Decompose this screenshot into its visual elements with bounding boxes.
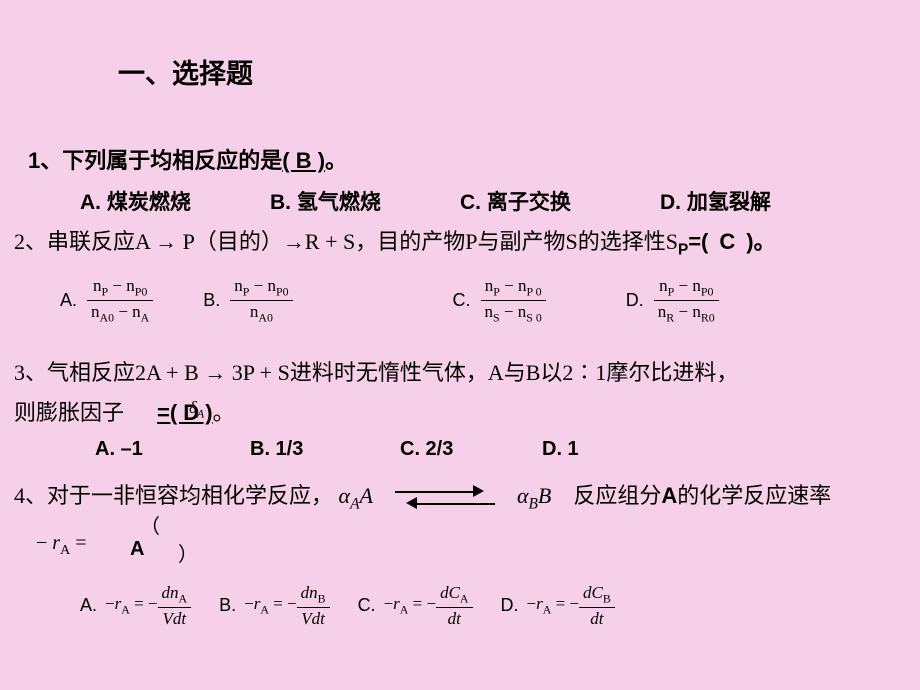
slide: 一、选择题 1、下列属于均相反应的是( B )。 A. 煤炭燃烧 B. 氢气燃烧…: [0, 0, 920, 690]
q4-a-num: dnA: [158, 582, 192, 608]
q4-c-num: dCA: [436, 582, 472, 608]
q4-tail-bold: A: [661, 483, 677, 508]
q4-d-num: dCB: [579, 582, 615, 608]
q3-option-c: C. 2/3: [400, 438, 453, 461]
q4-eq-b: dnB Vdt: [297, 582, 330, 630]
q2-eq: =(: [688, 229, 708, 254]
q4-stem: 4、对于一非恒容均相化学反应， αAA αBB 反应组分A的化学反应速率: [14, 478, 831, 513]
q4-eq-b-lhs: −rA = −: [244, 594, 297, 617]
q2-close: )。: [746, 229, 775, 254]
q4-eq-d: dCB dt: [579, 582, 615, 630]
q2-label-c: C.: [453, 290, 471, 311]
q2-text: 2、串联反应A → P（目的）→R + S，目的产物P与副产物S的选择性S: [14, 229, 678, 254]
q4-b-den: Vdt: [297, 608, 330, 630]
q3-line1: 3、气相反应2A + B → 3P + S进料时无惰性气体，A与B以2∶1摩尔比…: [14, 355, 738, 387]
q4-alpha-a: αAA: [339, 483, 373, 508]
q4-paren-open: （: [140, 510, 160, 539]
q4-eq-c: dCA dt: [436, 582, 472, 630]
q1-option-c: C. 离子交换: [460, 186, 571, 216]
q2-a-num: nP − nP0: [87, 275, 153, 301]
q2-options: A. nP − nP0 nA0 − nA B. nP − nP0 nA0 C. …: [60, 275, 719, 326]
q3-option-b: B. 1/3: [250, 438, 303, 461]
q2-frac-c: nP − nP 0 nS − nS 0: [481, 275, 546, 326]
q1-text: 、下列属于均相反应的是: [40, 148, 282, 173]
q2-d-num: nP − nP0: [654, 275, 719, 301]
q4-alpha-b: αBB: [517, 483, 551, 508]
q2-label-a: A.: [60, 290, 77, 311]
q2-b-den: nA0: [230, 301, 292, 326]
q2-answer: C: [719, 229, 735, 254]
q4-tail: 反应组分: [573, 483, 661, 508]
q3-option-a: A. –1: [95, 438, 143, 461]
q1-option-d: D. 加氢裂解: [660, 186, 771, 216]
equilibrium-arrow-icon: [395, 487, 495, 509]
q2-frac-b: nP − nP0 nA0: [230, 275, 292, 326]
q2-label-b: B.: [203, 290, 220, 311]
q1-period: 。: [325, 148, 347, 173]
q2-a-den: nA0 − nA: [87, 301, 153, 326]
q3-eq: =( D ): [157, 400, 213, 425]
q4-eq-c-lhs: −rA = −: [384, 594, 437, 617]
q3-delta: δA: [189, 398, 204, 421]
q4-options: A. −rA = − dnA Vdt B. −rA = − dnB Vdt C.…: [80, 582, 615, 630]
q3-option-d: D. 1: [542, 438, 579, 461]
q2-c-den: nS − nS 0: [481, 301, 546, 326]
q1-option-a: A. 煤炭燃烧: [80, 186, 191, 216]
q1-stem: 1、下列属于均相反应的是( B )。: [28, 143, 347, 175]
q3-line2a: 则膨胀因子: [14, 400, 124, 425]
section-title: 一、选择题: [118, 52, 253, 91]
q2-frac-d: nP − nP0 nR − nR0: [654, 275, 719, 326]
q4-a-den: Vdt: [158, 608, 192, 630]
q4-label-d: D.: [501, 595, 519, 616]
q2-label-d: D.: [626, 290, 644, 311]
q2-c-num: nP − nP 0: [481, 275, 546, 301]
q4-paren-close: ）: [178, 538, 198, 567]
q2-sub: P: [678, 241, 688, 258]
q4-label-c: C.: [358, 595, 376, 616]
q2-d-den: nR − nR0: [654, 301, 719, 326]
q2-b-num: nP − nP0: [230, 275, 292, 301]
q3-answer: =( D ): [157, 400, 213, 425]
q4-minus-r: − rA =: [36, 532, 86, 559]
q4-label-a: A.: [80, 595, 97, 616]
q4-b-num: dnB: [297, 582, 330, 608]
q4-eq-a-lhs: −rA = −: [105, 594, 158, 617]
q1-number: 1: [28, 148, 40, 173]
q4-c-den: dt: [436, 608, 472, 630]
q4-tail2: 的化学反应速率: [677, 483, 831, 508]
q4-eq-d-lhs: −rA = −: [527, 594, 580, 617]
q4-label-b: B.: [219, 595, 236, 616]
q4-d-den: dt: [579, 608, 615, 630]
q2-stem: 2、串联反应A → P（目的）→R + S，目的产物P与副产物S的选择性SP=(…: [14, 224, 776, 259]
q4-answer: A: [130, 538, 144, 561]
q1-answer-blank: ( B ): [282, 148, 325, 173]
q1-option-b: B. 氢气燃烧: [270, 186, 381, 216]
q4-eq-a: dnA Vdt: [158, 582, 192, 630]
q4-prefix: 4、对于一非恒容均相化学反应，: [14, 483, 333, 508]
q3-suffix: 。: [213, 400, 235, 425]
q2-frac-a: nP − nP0 nA0 − nA: [87, 275, 153, 326]
